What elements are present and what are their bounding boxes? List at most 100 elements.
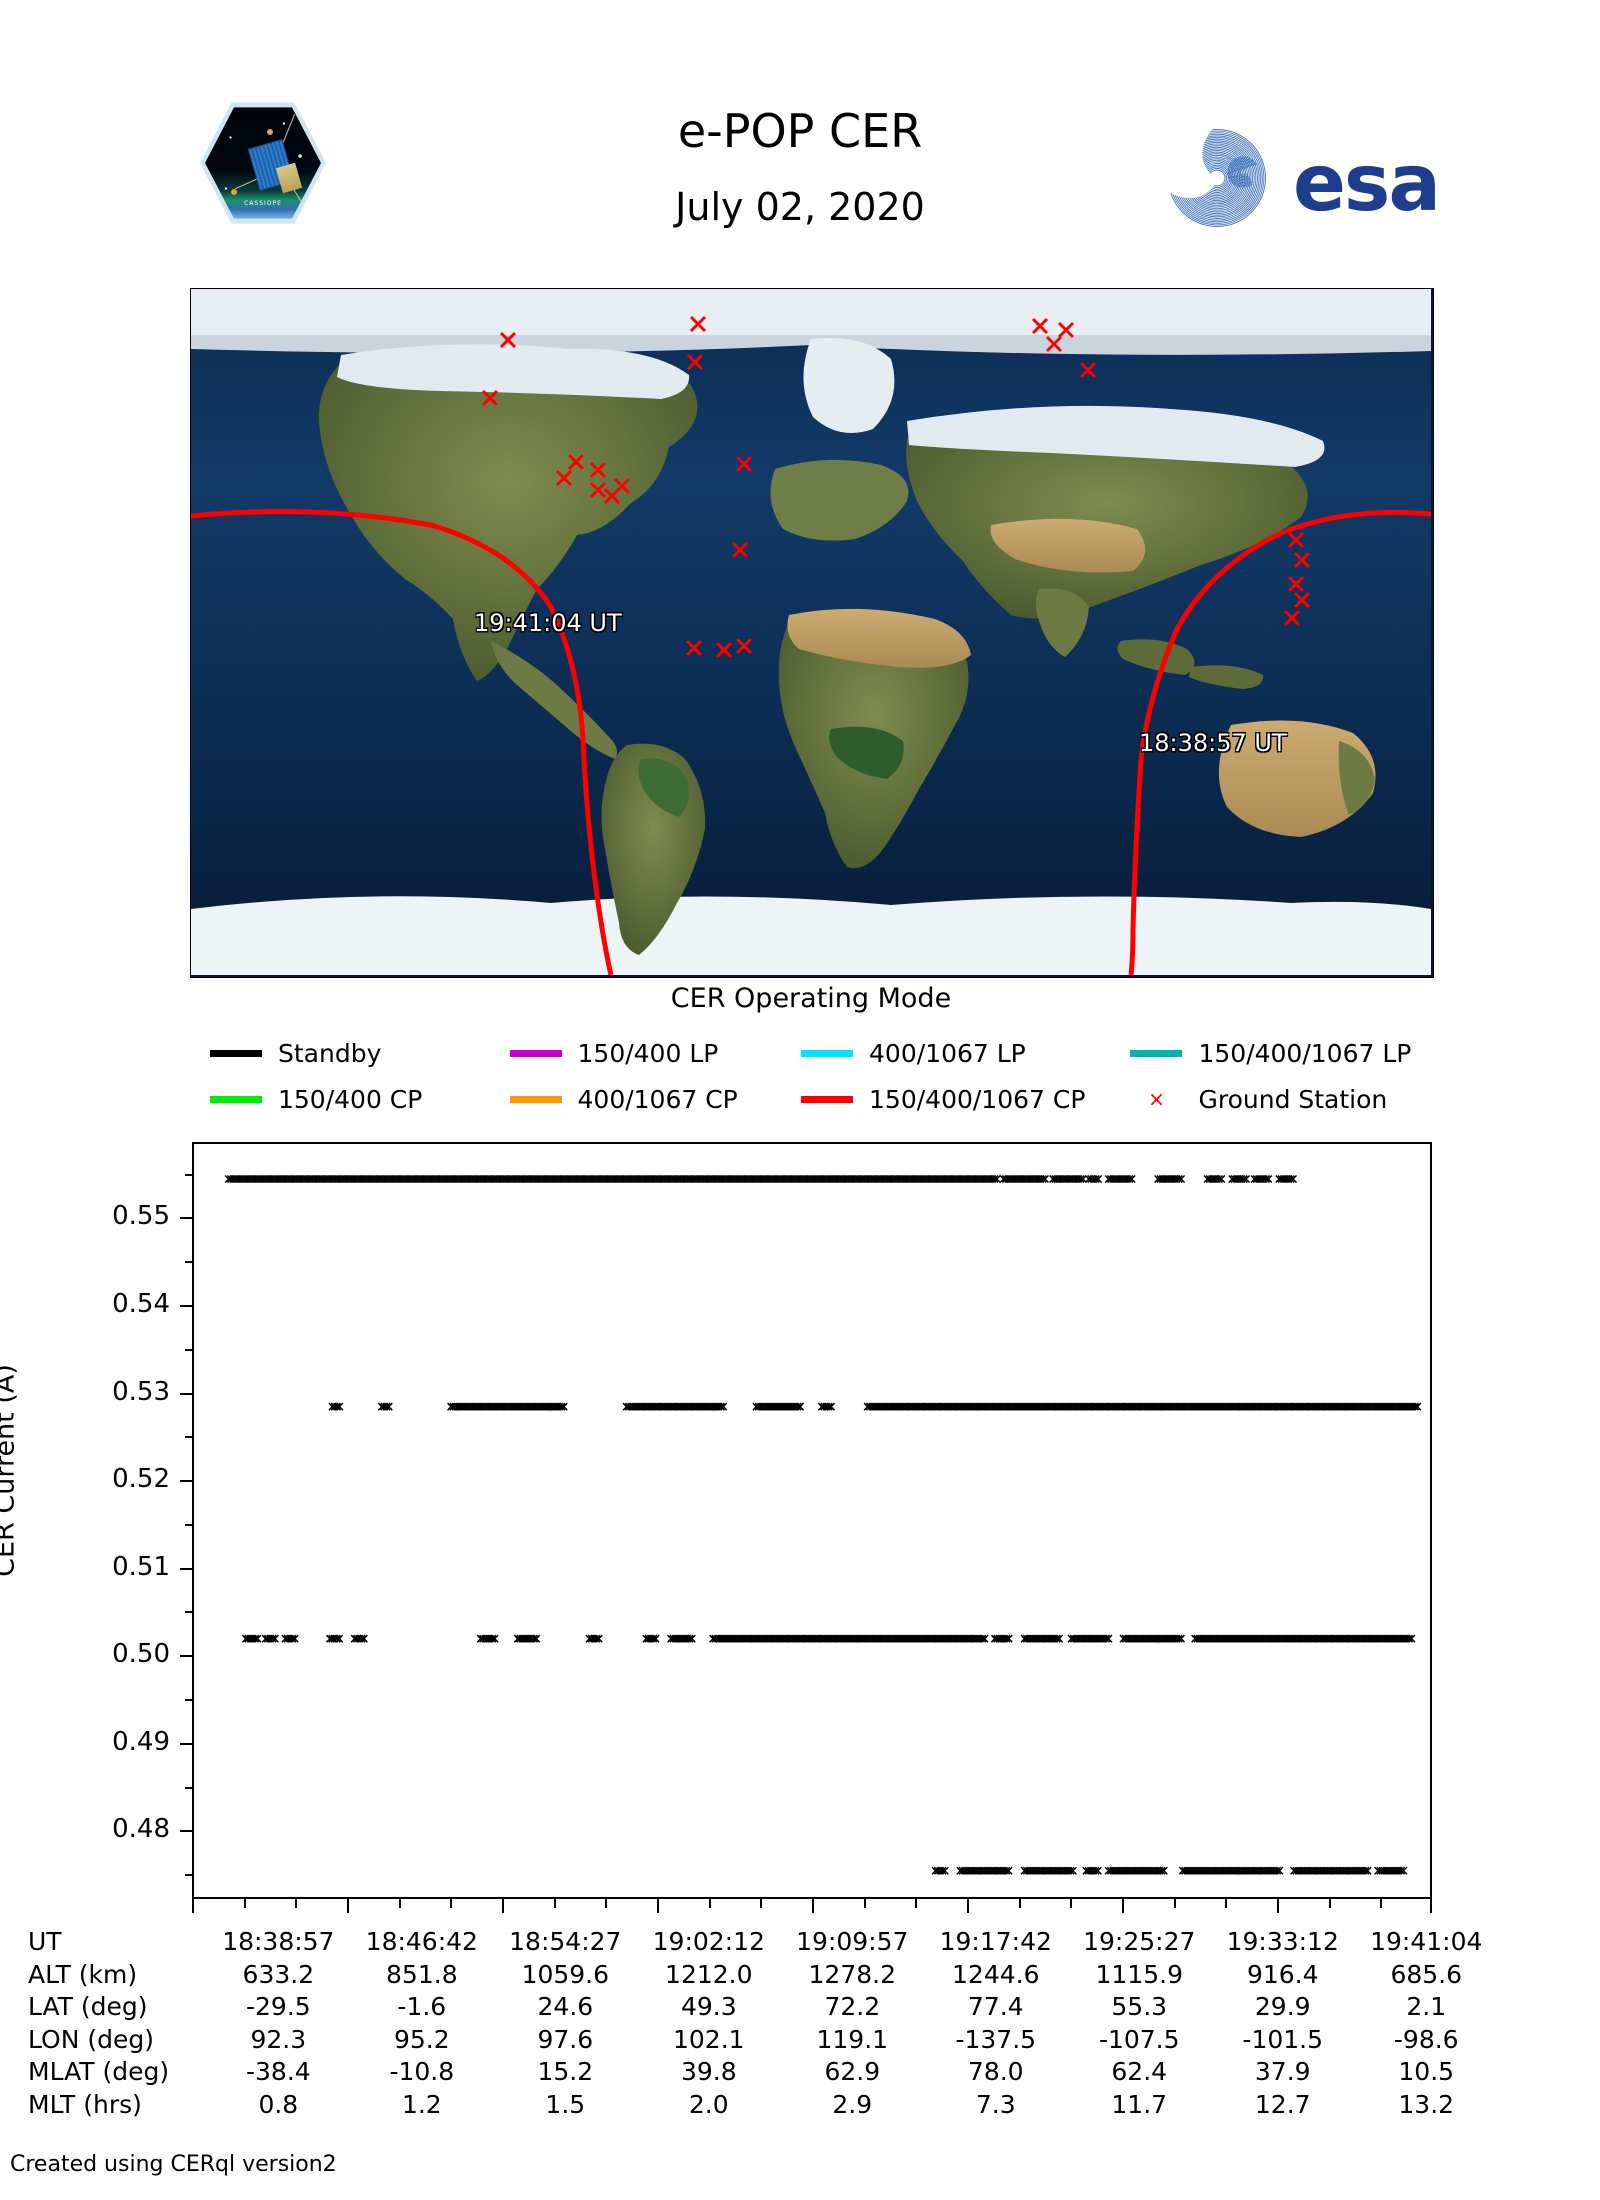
y-tick-mark bbox=[180, 1304, 192, 1307]
x-tick-minor bbox=[553, 1899, 556, 1908]
y-tick-label: 0.54 bbox=[112, 1288, 170, 1319]
y-tick-mark bbox=[180, 1567, 192, 1570]
y-tick-minor bbox=[185, 1261, 192, 1264]
y-tick-mark bbox=[180, 1830, 192, 1833]
legend-color-swatch bbox=[509, 1095, 562, 1103]
legend-label: Standby bbox=[278, 1038, 382, 1068]
table-cell: 18:38:57 bbox=[222, 1927, 335, 1956]
table-cell: 55.3 bbox=[1111, 1992, 1168, 2021]
table-cell: 15.2 bbox=[537, 2057, 594, 2086]
table-row: LAT (deg) -29.5 -1.6 24.6 49.3 72.2 77.4 55.3 29… bbox=[28, 1991, 1498, 2024]
legend-title: CER Operating Mode bbox=[670, 983, 952, 1014]
table-cell: 1212.0 bbox=[665, 1959, 753, 1989]
y-tick-label: 0.53 bbox=[112, 1376, 170, 1407]
y-tick-minor bbox=[185, 1611, 192, 1614]
cassiope-wordmark: CASSIOPE bbox=[244, 200, 282, 207]
page-title: e-POP CER bbox=[677, 104, 923, 158]
table-cell: 24.6 bbox=[537, 1992, 594, 2021]
table-cell: 1115.9 bbox=[1095, 1959, 1183, 1989]
table-row-label: UT bbox=[28, 1927, 62, 1956]
table-cell: 12.7 bbox=[1254, 2089, 1311, 2119]
x-tick-major bbox=[502, 1899, 504, 1913]
x-tick-minor bbox=[760, 1899, 763, 1908]
legend-item: 400/1067 CP bbox=[509, 1085, 802, 1114]
legend: Standby 150/400 LP 400/1067 LP 150/400/1067… bbox=[210, 1030, 1430, 1122]
table-row: UT 18:38:57 18:46:42 18:54:27 19:02:12 19:09:… bbox=[28, 1926, 1498, 1959]
table-cell: 11.7 bbox=[1111, 2089, 1168, 2119]
table-cell: -101.5 bbox=[1242, 2024, 1324, 2054]
table-row: MLT (hrs) 0.8 1.2 1.5 2.0 2.9 7.3 11.7 12.7 13.2 bbox=[28, 2089, 1498, 2122]
y-tick-mark bbox=[180, 1217, 192, 1220]
world-map-panel: 19:41:04 UT 18:38:57 UT bbox=[190, 288, 1434, 978]
legend-label: 400/1067 LP bbox=[869, 1038, 1026, 1068]
legend-color-swatch bbox=[801, 1049, 854, 1057]
y-tick-label: 0.50 bbox=[112, 1639, 170, 1670]
table-row-label: LON (deg) bbox=[28, 2024, 154, 2054]
x-tick-major bbox=[812, 1899, 814, 1913]
legend-item: 150/400/1067 CP bbox=[801, 1085, 1130, 1114]
y-tick-minor bbox=[185, 1348, 192, 1351]
legend-label: 150/400 CP bbox=[278, 1084, 423, 1114]
page-date: July 02, 2020 bbox=[675, 185, 925, 229]
world-map-canvas bbox=[191, 289, 1431, 975]
page-header: CASSIOPE e-POP CER July 02, 2020 esa bbox=[0, 0, 1600, 270]
x-tick-minor bbox=[915, 1899, 918, 1908]
table-cell: -29.5 bbox=[245, 1992, 311, 2021]
table-cell: 2.0 bbox=[688, 2089, 729, 2119]
x-tick-major bbox=[967, 1899, 969, 1913]
table-cell: 2.1 bbox=[1406, 1992, 1447, 2021]
x-tick-minor bbox=[243, 1899, 246, 1908]
table-cell: 18:54:27 bbox=[509, 1927, 622, 1956]
table-cell: 1.2 bbox=[401, 2089, 442, 2119]
table-cell: 92.3 bbox=[250, 2024, 307, 2054]
map-time-label-end: 19:41:04 UT bbox=[474, 609, 622, 637]
legend-color-swatch bbox=[509, 1049, 562, 1057]
table-cell: 851.8 bbox=[386, 1959, 458, 1989]
ground-station-marker-icon: × bbox=[1148, 1087, 1165, 1111]
legend-color-swatch bbox=[210, 1049, 262, 1057]
legend-item: 150/400 LP bbox=[509, 1038, 802, 1068]
x-tick-minor bbox=[605, 1899, 608, 1908]
y-tick-mark bbox=[180, 1655, 192, 1658]
y-tick-minor bbox=[185, 1523, 192, 1526]
table-row-label: LAT (deg) bbox=[28, 1992, 148, 2021]
y-tick-label: 0.51 bbox=[112, 1551, 170, 1582]
x-tick-minor bbox=[295, 1899, 298, 1908]
legend-row: Standby 150/400 LP 400/1067 LP 150/400/1067… bbox=[210, 1030, 1430, 1076]
boom-tip-icon bbox=[231, 189, 237, 195]
x-tick-minor bbox=[1380, 1899, 1383, 1908]
table-cell: 77.4 bbox=[967, 1992, 1024, 2021]
legend-label: 150/400 LP bbox=[577, 1038, 719, 1068]
table-cell: -10.8 bbox=[389, 2057, 455, 2086]
y-tick-label: 0.48 bbox=[112, 1814, 170, 1845]
x-tick-major bbox=[347, 1899, 349, 1913]
x-tick-major bbox=[1277, 1899, 1279, 1913]
x-tick-minor bbox=[863, 1899, 866, 1908]
footer-note: Created using CERql version2 bbox=[10, 2152, 337, 2177]
table-cell: 95.2 bbox=[393, 2024, 450, 2054]
x-tick-major bbox=[192, 1899, 194, 1913]
x-tick-minor bbox=[1225, 1899, 1228, 1908]
table-cell: 1059.6 bbox=[521, 1959, 610, 1989]
table-cell: 19:02:12 bbox=[652, 1927, 765, 1956]
table-cell: 19:41:04 bbox=[1370, 1927, 1483, 1956]
table-cell: 19:17:42 bbox=[939, 1927, 1052, 1956]
cer-current-plot bbox=[192, 1142, 1432, 1899]
x-tick-minor bbox=[1070, 1899, 1073, 1908]
table-cell: 39.8 bbox=[680, 2057, 737, 2086]
x-tick-minor bbox=[1018, 1899, 1021, 1908]
y-tick-minor bbox=[185, 1698, 192, 1701]
table-cell: -38.4 bbox=[245, 2057, 311, 2086]
legend-color-swatch bbox=[210, 1095, 262, 1103]
legend-item: 150/400/1067 LP bbox=[1130, 1039, 1430, 1068]
table-cell: 49.3 bbox=[680, 1992, 737, 2021]
table-cell: -98.6 bbox=[1393, 2024, 1459, 2054]
table-cell: -137.5 bbox=[955, 2024, 1037, 2054]
x-tick-major bbox=[1122, 1899, 1124, 1913]
y-tick-minor bbox=[185, 1786, 192, 1789]
x-tick-minor bbox=[1328, 1899, 1331, 1908]
legend-item: 400/1067 LP bbox=[801, 1039, 1130, 1068]
x-tick-minor bbox=[450, 1899, 453, 1908]
table-cell: -107.5 bbox=[1098, 2024, 1180, 2054]
y-tick-minor bbox=[185, 1173, 192, 1176]
